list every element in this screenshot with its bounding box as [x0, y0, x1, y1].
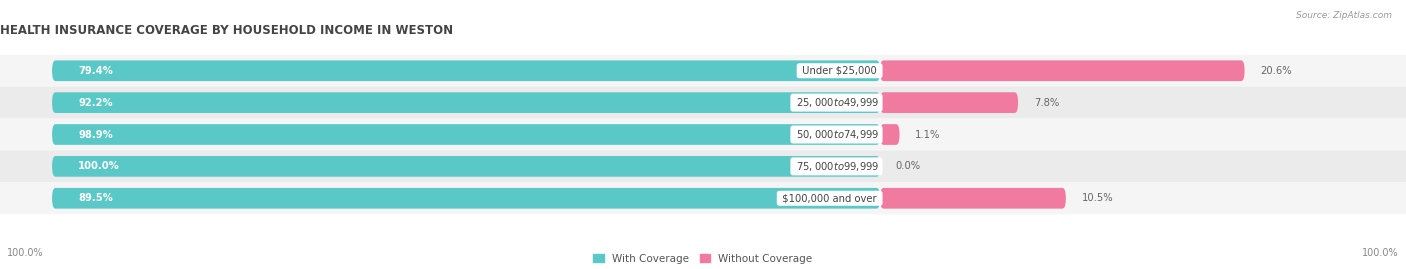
Text: Source: ZipAtlas.com: Source: ZipAtlas.com: [1296, 11, 1392, 20]
Text: $100,000 and over: $100,000 and over: [779, 193, 880, 203]
Text: 100.0%: 100.0%: [1362, 248, 1399, 258]
Text: $75,000 to $99,999: $75,000 to $99,999: [793, 160, 880, 173]
Text: 0.0%: 0.0%: [896, 161, 921, 171]
FancyBboxPatch shape: [52, 124, 880, 145]
Text: 10.5%: 10.5%: [1081, 193, 1114, 203]
FancyBboxPatch shape: [0, 150, 1406, 182]
Legend: With Coverage, Without Coverage: With Coverage, Without Coverage: [593, 254, 813, 264]
Text: 100.0%: 100.0%: [7, 248, 44, 258]
Text: 20.6%: 20.6%: [1260, 66, 1292, 76]
Text: 89.5%: 89.5%: [79, 193, 112, 203]
Text: 7.8%: 7.8%: [1033, 98, 1059, 108]
FancyBboxPatch shape: [0, 119, 1406, 150]
Text: HEALTH INSURANCE COVERAGE BY HOUSEHOLD INCOME IN WESTON: HEALTH INSURANCE COVERAGE BY HOUSEHOLD I…: [0, 24, 453, 37]
FancyBboxPatch shape: [880, 124, 900, 145]
FancyBboxPatch shape: [52, 156, 880, 177]
FancyBboxPatch shape: [880, 60, 1244, 81]
Text: $50,000 to $74,999: $50,000 to $74,999: [793, 128, 880, 141]
Text: Under $25,000: Under $25,000: [799, 66, 880, 76]
Text: 1.1%: 1.1%: [915, 129, 941, 140]
Text: 79.4%: 79.4%: [79, 66, 112, 76]
FancyBboxPatch shape: [0, 87, 1406, 119]
FancyBboxPatch shape: [52, 60, 880, 81]
FancyBboxPatch shape: [880, 92, 1018, 113]
FancyBboxPatch shape: [880, 188, 1066, 209]
Text: $25,000 to $49,999: $25,000 to $49,999: [793, 96, 880, 109]
FancyBboxPatch shape: [52, 188, 880, 209]
Text: 100.0%: 100.0%: [79, 161, 120, 171]
Text: 92.2%: 92.2%: [79, 98, 112, 108]
FancyBboxPatch shape: [0, 182, 1406, 214]
FancyBboxPatch shape: [52, 92, 880, 113]
FancyBboxPatch shape: [0, 55, 1406, 87]
Text: 98.9%: 98.9%: [79, 129, 112, 140]
